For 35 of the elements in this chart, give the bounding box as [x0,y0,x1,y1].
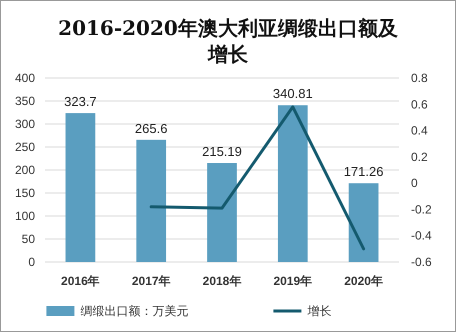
x-tick-label: 2017年 [132,274,171,288]
y2-tick-label: -0.6 [411,255,432,269]
bar [136,140,166,262]
bar [207,163,237,262]
legend-label: 增长 [306,304,332,318]
y-tick-label: 250 [14,140,36,154]
y2-tick-label: -0.4 [411,228,432,243]
y2-tick-label: 0 [411,176,418,190]
chart-title: 2016-2020年澳大利亚绸缎出口额及增长 [57,15,399,67]
y2-tick-label: -0.2 [411,202,432,216]
y-tick-label: 150 [14,186,36,200]
legend-label: 绸缎出口额：万美元 [80,304,188,318]
y2-tick-label: 0.8 [411,71,428,85]
y-tick-label: 0 [28,255,36,269]
y-tick-label: 400 [14,71,36,85]
y-tick-label: 100 [14,209,36,223]
data-label: 215.19 [202,144,242,160]
x-tick-label: 2019年 [273,274,312,288]
y-tick-label: 50 [22,232,36,246]
data-label: 171.26 [344,164,384,180]
data-label: 340.81 [272,86,313,102]
bar [348,183,378,262]
y-tick-label: 300 [14,117,36,131]
bar [66,113,96,262]
y2-tick-label: 0.6 [411,97,428,112]
y-tick-label: 350 [14,94,36,108]
data-label: 323.7 [64,94,97,110]
x-tick-label: 2018年 [202,274,242,288]
y2-tick-label: 0.2 [411,150,428,164]
x-tick-label: 2016年 [61,274,100,288]
y2-tick-label: 0.4 [411,124,428,138]
y-tick-label: 200 [14,163,36,177]
data-label: 265.6 [134,120,168,136]
x-tick-label: 2020年 [344,274,383,288]
bar [278,105,308,262]
